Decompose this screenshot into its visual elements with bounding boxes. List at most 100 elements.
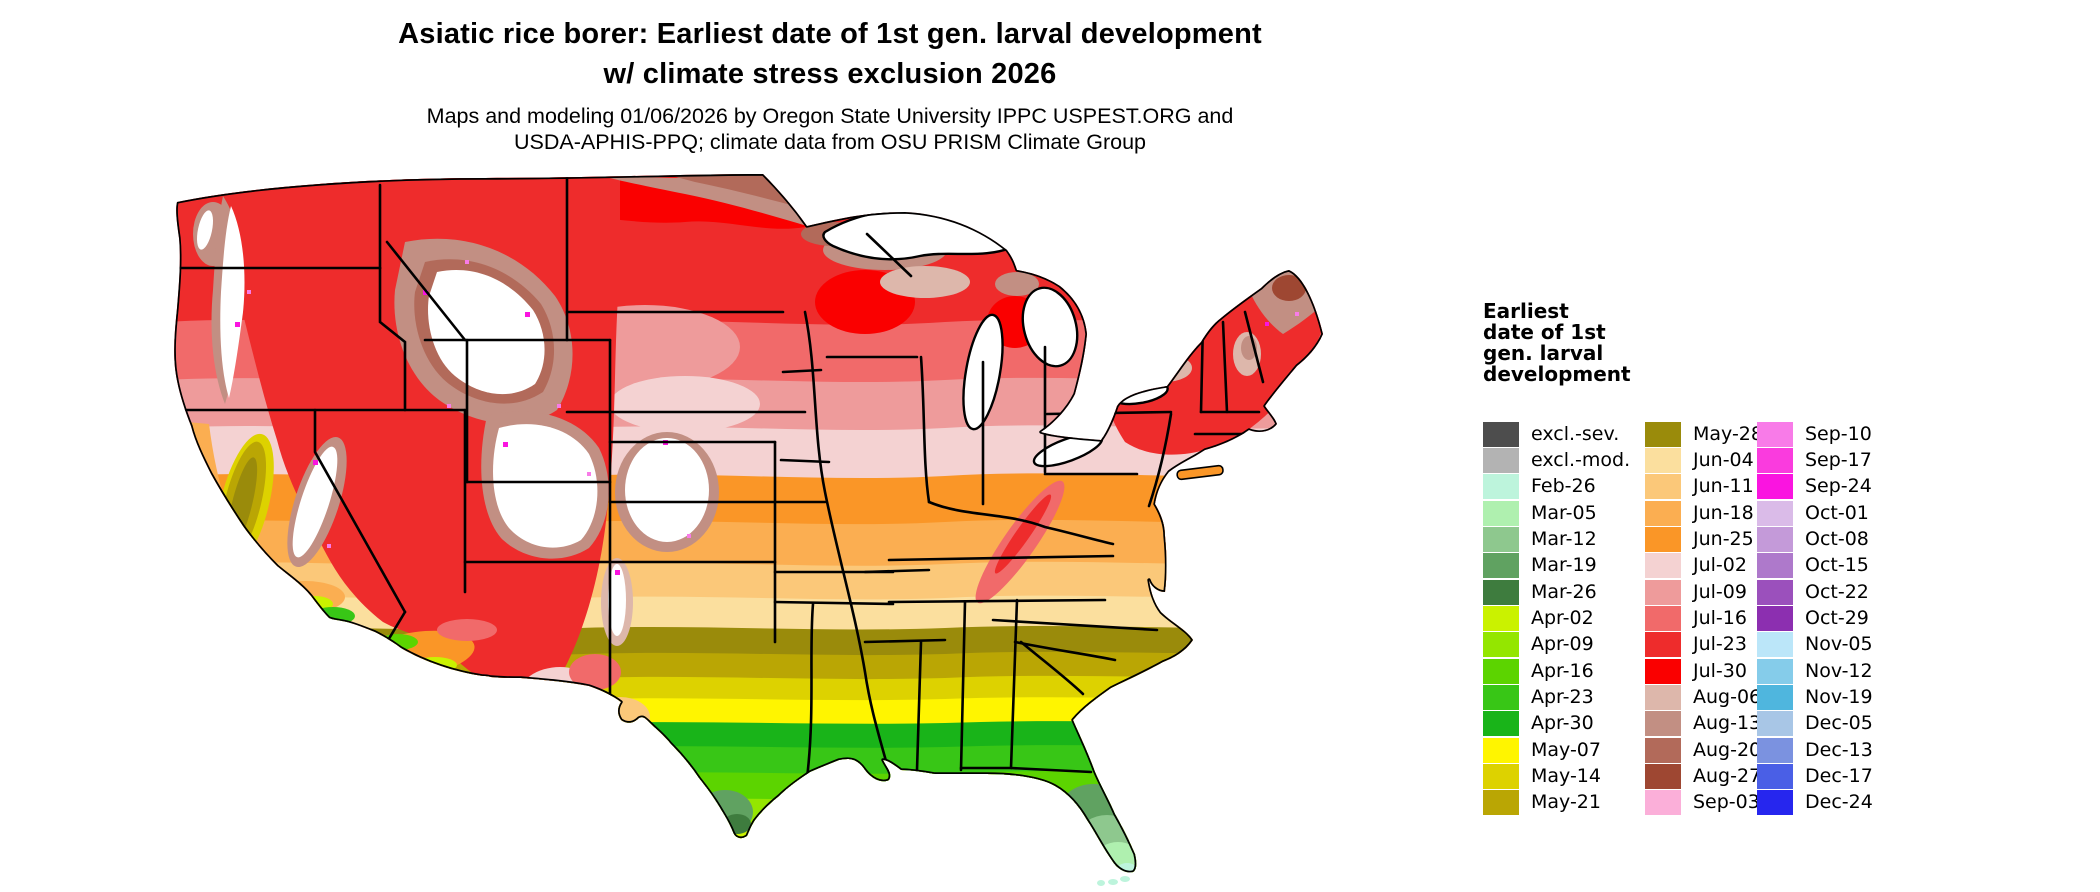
magenta-specks-part bbox=[247, 290, 251, 294]
legend-column-2: May-28 Jun-04 Jun-11 Jun-18 Jun-25 Jul-02 Jul-… bbox=[1645, 421, 1763, 816]
legend-swatch bbox=[1757, 606, 1793, 632]
legend-label: Apr-16 bbox=[1531, 659, 1594, 682]
legend-item: Nov-05 bbox=[1757, 632, 1873, 658]
map-mountain-exclusions-part bbox=[625, 438, 709, 542]
legend-label: Jul-23 bbox=[1693, 633, 1747, 656]
legend-swatch bbox=[1645, 527, 1681, 553]
legend-column-1: excl.-sev. excl.-mod. Feb-26 Mar-05 Mar-12 Ma… bbox=[1483, 421, 1630, 816]
legend-swatch bbox=[1483, 606, 1519, 632]
magenta-specks-part bbox=[423, 290, 428, 295]
magenta-specks-part bbox=[465, 260, 469, 264]
map-north-browns-part bbox=[995, 272, 1039, 296]
legend-swatch bbox=[1757, 579, 1793, 605]
map-state-borders-part bbox=[1009, 766, 1093, 774]
legend-swatch bbox=[1483, 790, 1519, 816]
legend-swatch bbox=[1483, 553, 1519, 579]
map-legend: Earliest date of 1st gen. larval developmen… bbox=[1483, 301, 1873, 816]
legend-swatch bbox=[1757, 711, 1793, 737]
legend-item: Oct-08 bbox=[1757, 526, 1873, 553]
magenta-specks-part bbox=[1265, 322, 1269, 326]
legend-item: Oct-01 bbox=[1757, 500, 1873, 526]
legend-label: Apr-02 bbox=[1531, 607, 1594, 630]
magenta-specks-part bbox=[587, 472, 591, 476]
legend-item: Dec-17 bbox=[1757, 763, 1873, 790]
legend-item: Mar-05 bbox=[1483, 500, 1630, 526]
legend-item: Mar-26 bbox=[1483, 579, 1630, 605]
map-mountain-exclusions bbox=[193, 196, 1299, 646]
legend-label: Jun-11 bbox=[1693, 475, 1754, 498]
legend-item: May-07 bbox=[1483, 737, 1630, 763]
legend-item: Aug-06 bbox=[1645, 684, 1763, 711]
map-mountain-exclusions-part bbox=[196, 210, 214, 250]
magenta-specks-part bbox=[327, 544, 331, 548]
map-california-southwest-part bbox=[269, 580, 301, 594]
legend-item: Oct-15 bbox=[1757, 553, 1873, 579]
figure-header: Asiatic rice borer: Earliest date of 1st… bbox=[230, 14, 1430, 155]
legend-label: Aug-13 bbox=[1693, 712, 1762, 735]
map-state-borders-part bbox=[1243, 310, 1265, 384]
map-color-bands-part bbox=[174, 821, 1323, 873]
legend-label: Mar-19 bbox=[1531, 554, 1597, 577]
map-west-texas-part bbox=[569, 654, 621, 690]
map-islands bbox=[1097, 464, 1224, 886]
legend-item: Dec-13 bbox=[1757, 737, 1873, 763]
legend-swatch bbox=[1483, 737, 1519, 763]
legend-swatch bbox=[1757, 421, 1793, 447]
map-state-borders-part bbox=[991, 618, 1159, 632]
legend-column-3: Sep-10 Sep-17 Sep-24 Oct-01 Oct-08 Oct-15 Oct-… bbox=[1757, 421, 1873, 816]
map-north-browns-part bbox=[665, 174, 795, 206]
legend-item: Mar-19 bbox=[1483, 553, 1630, 579]
legend-item: Apr-02 bbox=[1483, 605, 1630, 632]
legend-item: Sep-10 bbox=[1757, 421, 1873, 447]
legend-swatch bbox=[1645, 658, 1681, 684]
legend-label: May-21 bbox=[1531, 791, 1601, 814]
map-state-borders-part bbox=[863, 638, 947, 644]
magenta-specks-part bbox=[615, 570, 620, 575]
map-state-borders-part bbox=[803, 310, 891, 774]
legend-swatch bbox=[1645, 764, 1681, 790]
map-california-southwest-part bbox=[413, 657, 457, 673]
magenta-specks-part bbox=[503, 442, 508, 447]
magenta-specks-part bbox=[313, 460, 318, 465]
magenta-specks-part bbox=[1295, 312, 1299, 316]
legend-label: Mar-05 bbox=[1531, 501, 1597, 524]
legend-swatch bbox=[1757, 527, 1793, 553]
map-islands-part bbox=[1097, 880, 1105, 886]
legend-label: Oct-22 bbox=[1805, 580, 1869, 603]
legend-item: Jul-30 bbox=[1645, 658, 1763, 684]
legend-item: Nov-19 bbox=[1757, 684, 1873, 711]
legend-title-line: gen. larval bbox=[1483, 341, 1604, 365]
legend-swatch bbox=[1483, 685, 1519, 711]
legend-item: Jun-25 bbox=[1645, 526, 1763, 553]
legend-swatch bbox=[1757, 737, 1793, 763]
legend-swatch bbox=[1757, 500, 1793, 526]
map-state-borders-part bbox=[887, 598, 1107, 604]
figure-title: Asiatic rice borer: Earliest date of 1st… bbox=[230, 14, 1430, 94]
legend-label: Dec-05 bbox=[1805, 712, 1873, 735]
legend-item: Aug-20 bbox=[1645, 737, 1763, 763]
legend-item: excl.-mod. bbox=[1483, 447, 1630, 474]
legend-item: Apr-30 bbox=[1483, 711, 1630, 737]
legend-label: Mar-12 bbox=[1531, 528, 1597, 551]
map-state-borders-part bbox=[927, 500, 1115, 546]
legend-swatch bbox=[1483, 764, 1519, 790]
legend-item: Mar-12 bbox=[1483, 526, 1630, 553]
legend-item: May-21 bbox=[1483, 790, 1630, 816]
map-mountain-exclusions-part bbox=[493, 424, 598, 548]
legend-label: Aug-27 bbox=[1693, 765, 1762, 788]
legend-item: Jun-11 bbox=[1645, 474, 1763, 500]
legend-label: Apr-30 bbox=[1531, 712, 1594, 735]
legend-item: excl.-sev. bbox=[1483, 421, 1630, 447]
legend-item: Jun-18 bbox=[1645, 500, 1763, 526]
legend-label: Feb-26 bbox=[1531, 475, 1596, 498]
legend-title-line: development bbox=[1483, 362, 1631, 386]
map-mountain-exclusions-part bbox=[220, 206, 245, 398]
legend-item: Sep-17 bbox=[1757, 447, 1873, 474]
legend-title-line: date of 1st bbox=[1483, 320, 1606, 344]
legend-swatch bbox=[1483, 448, 1519, 474]
legend-label: May-07 bbox=[1531, 738, 1601, 761]
legend-swatch bbox=[1483, 579, 1519, 605]
legend-swatch bbox=[1483, 711, 1519, 737]
magenta-specks-part bbox=[235, 322, 240, 327]
